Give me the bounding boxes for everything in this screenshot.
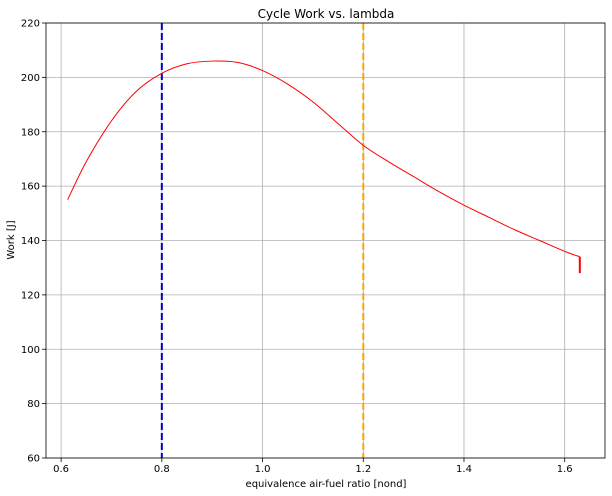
x-tick-label: 0.8 xyxy=(154,464,170,475)
x-axis-ticks: 0.6 0.8 1.0 1.2 1.4 1.6 xyxy=(53,458,573,475)
y-tick-label: 80 xyxy=(27,399,40,410)
x-tick-label: 1.4 xyxy=(456,464,472,475)
y-tick-label: 220 xyxy=(21,19,40,30)
y-tick-label: 100 xyxy=(21,345,40,356)
x-tick-label: 0.6 xyxy=(53,464,69,475)
x-axis-label: equivalence air-fuel ratio [nond] xyxy=(246,479,407,490)
series-line xyxy=(67,60,580,258)
y-tick-label: 60 xyxy=(27,454,40,465)
y-tick-label: 160 xyxy=(21,182,40,193)
x-tick-label: 1.0 xyxy=(255,464,271,475)
y-tick-label: 140 xyxy=(21,236,40,247)
y-tick-label: 200 xyxy=(21,73,40,84)
chart-title: Cycle Work vs. lambda xyxy=(258,7,395,21)
y-tick-label: 120 xyxy=(21,290,40,301)
grid xyxy=(46,22,605,459)
x-tick-label: 1.2 xyxy=(355,464,371,475)
x-tick-label: 1.6 xyxy=(557,464,573,475)
data-series xyxy=(67,60,581,274)
reference-lines xyxy=(160,23,365,458)
y-axis-label: Work [J] xyxy=(6,220,17,259)
y-tick-label: 180 xyxy=(21,127,40,138)
y-axis-ticks: 60 80 100 120 140 160 180 200 220 xyxy=(21,19,46,465)
